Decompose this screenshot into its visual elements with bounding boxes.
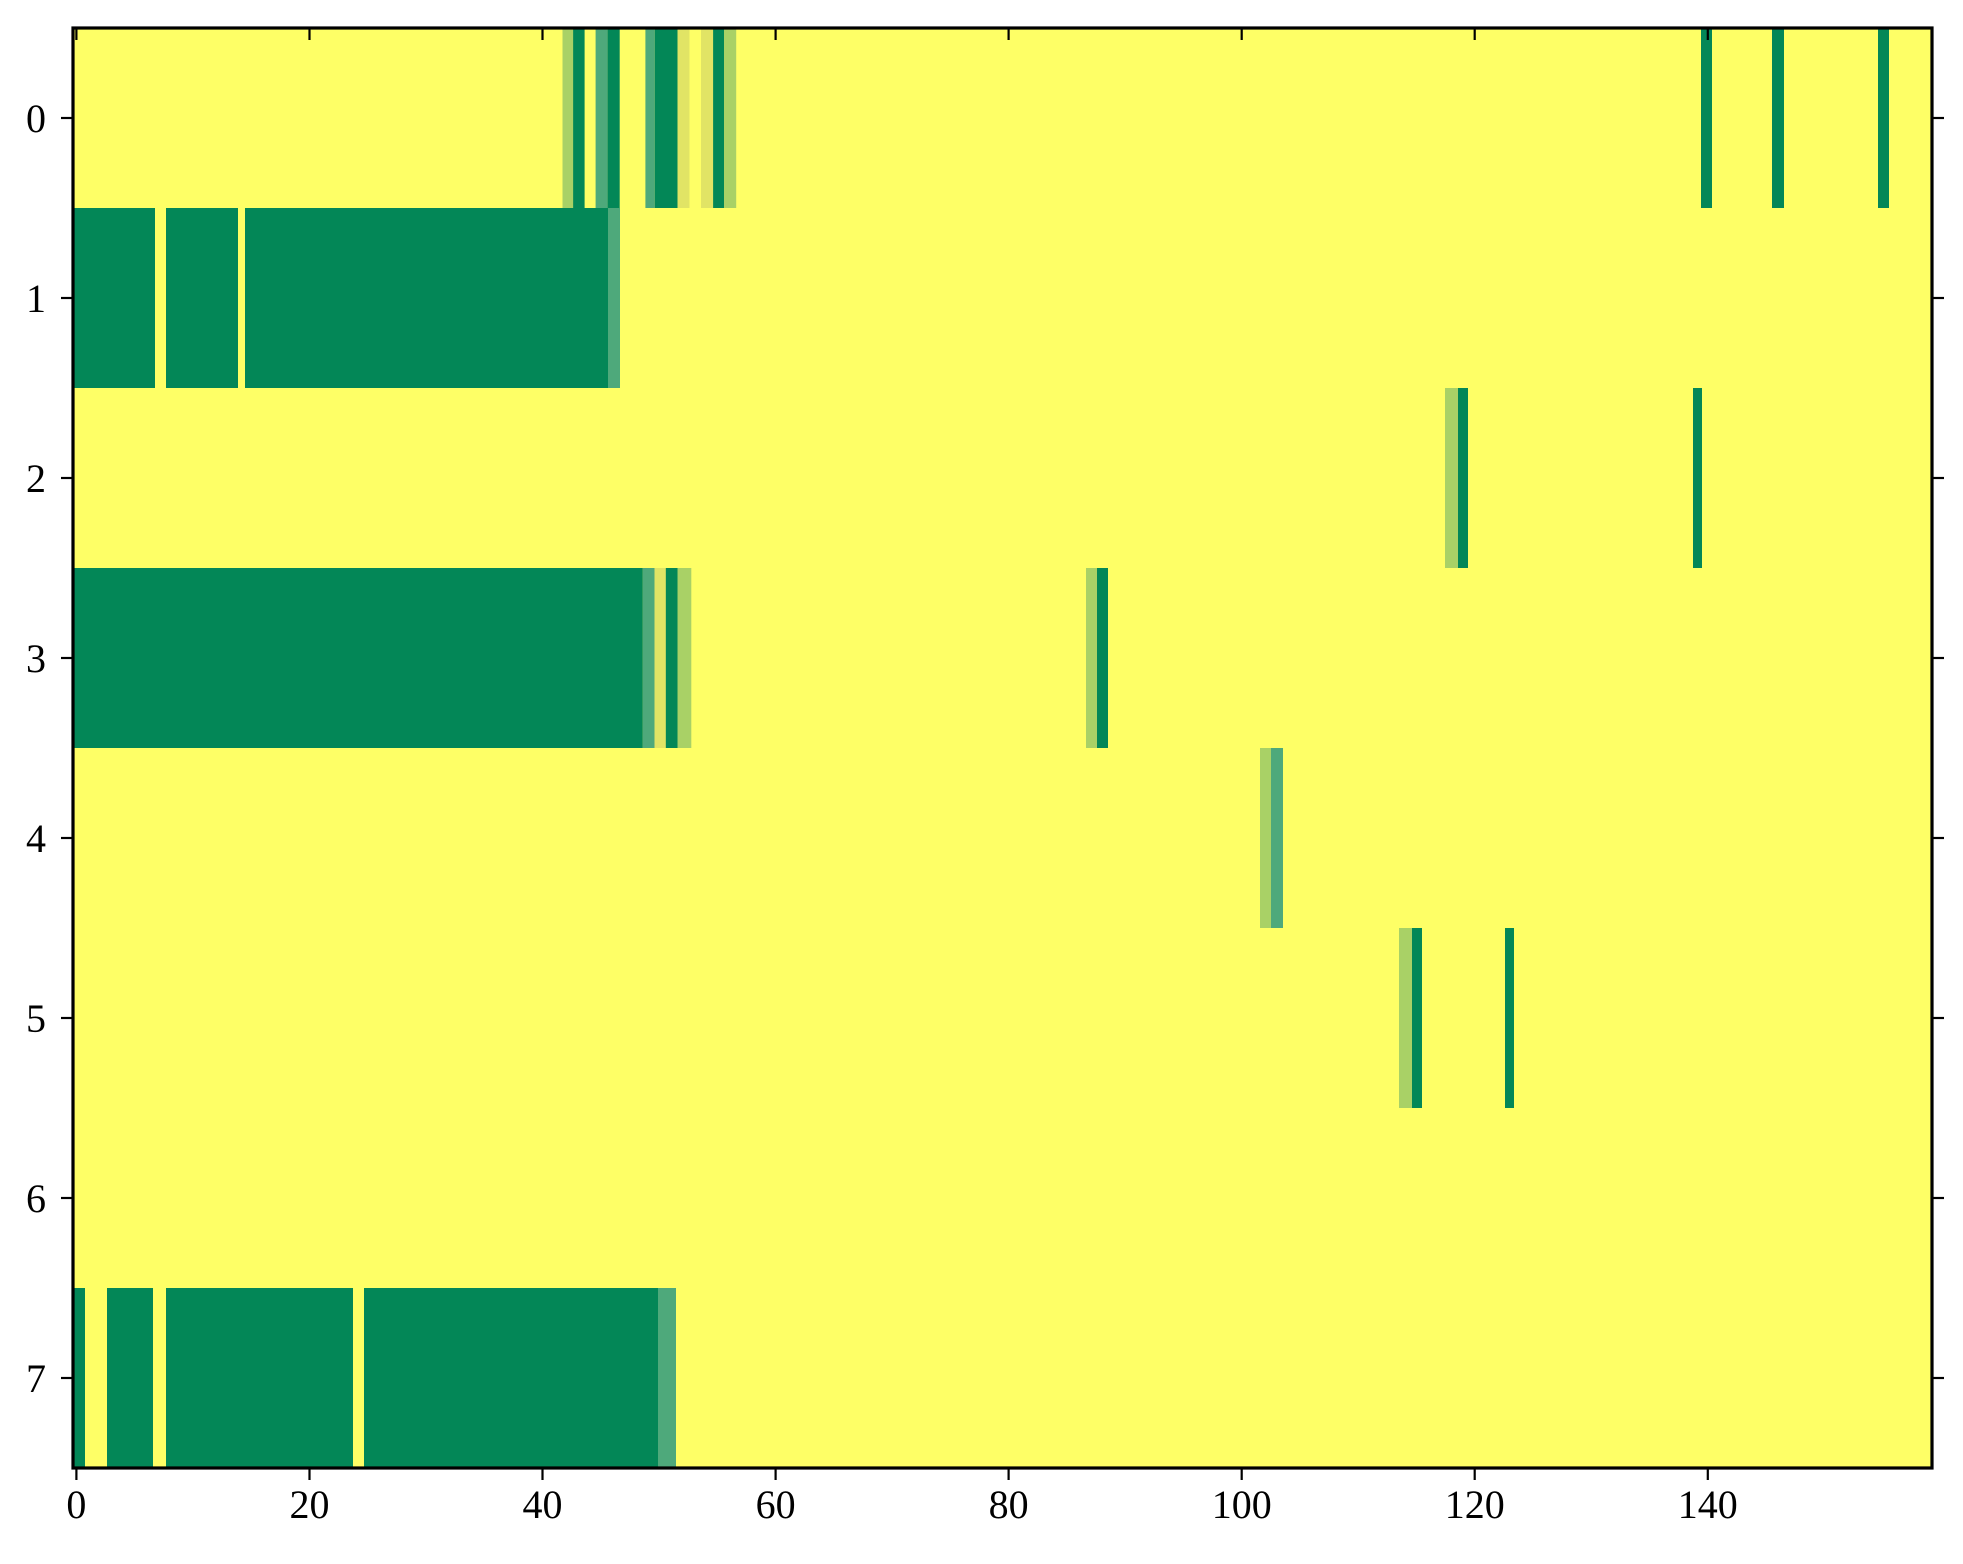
svg-text:60: 60	[756, 1482, 796, 1527]
svg-text:100: 100	[1212, 1482, 1272, 1527]
svg-text:7: 7	[26, 1356, 46, 1401]
svg-text:6: 6	[26, 1176, 46, 1221]
svg-text:4: 4	[26, 816, 46, 861]
svg-text:20: 20	[290, 1482, 330, 1527]
svg-text:120: 120	[1445, 1482, 1505, 1527]
svg-text:140: 140	[1678, 1482, 1738, 1527]
svg-text:1: 1	[26, 276, 46, 321]
svg-text:0: 0	[66, 1482, 86, 1527]
svg-text:40: 40	[523, 1482, 563, 1527]
svg-text:80: 80	[989, 1482, 1029, 1527]
svg-text:2: 2	[26, 456, 46, 501]
svg-text:0: 0	[26, 96, 46, 141]
svg-text:3: 3	[26, 636, 46, 681]
svg-text:5: 5	[26, 996, 46, 1041]
